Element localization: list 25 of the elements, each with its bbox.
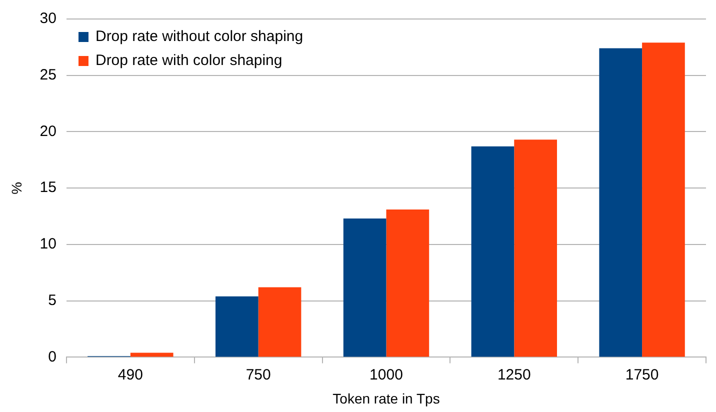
y-tick-label: 20: [40, 122, 56, 140]
y-tick-label: 5: [48, 292, 56, 309]
legend-label: Drop rate without color shaping: [95, 28, 304, 46]
bar: [386, 210, 430, 357]
y-tick-label: 15: [40, 179, 56, 196]
bar: [471, 146, 514, 357]
bar: [258, 287, 302, 357]
y-axis-title: %: [8, 182, 24, 194]
y-tick-label: 25: [40, 66, 56, 84]
y-tick-label: 30: [40, 10, 56, 28]
x-tick-label: 1250: [497, 366, 531, 384]
x-tick-label: 490: [118, 366, 143, 384]
y-tick-label: 0: [48, 348, 56, 366]
x-tick-label: 750: [246, 366, 271, 384]
bar: [215, 296, 258, 357]
y-tick-label: 10: [40, 236, 56, 253]
bar: [514, 140, 557, 357]
legend-label: Drop rate with color shaping: [95, 52, 282, 70]
x-tick-label: 1000: [370, 366, 403, 384]
bar: [642, 42, 685, 357]
bar: [130, 352, 174, 357]
x-axis-title: Token rate in Tps: [332, 390, 440, 406]
bar: [599, 48, 642, 357]
bar: [343, 218, 386, 357]
x-tick-label: 1750: [625, 366, 659, 384]
